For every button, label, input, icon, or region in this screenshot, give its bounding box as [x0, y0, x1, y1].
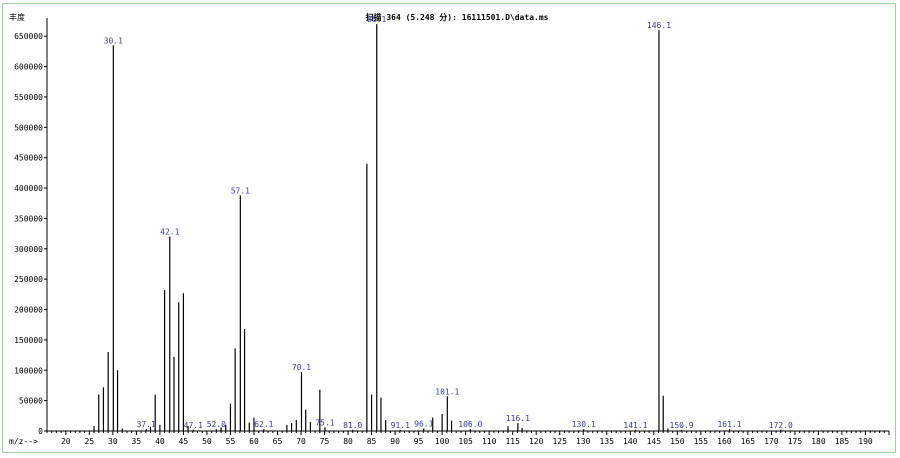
peak-label: 130.1	[572, 420, 596, 429]
y-tick-label: 250000	[14, 275, 43, 284]
peak-label: 47.1	[184, 421, 203, 430]
peak-label: 62.1	[254, 420, 273, 429]
x-tick-label: 25	[85, 437, 95, 446]
y-tick-label: 400000	[14, 184, 43, 193]
x-tick-label: 150	[670, 437, 685, 446]
x-tick-label: 115	[505, 437, 520, 446]
x-tick-label: 70	[296, 437, 306, 446]
x-tick-label: 85	[367, 437, 377, 446]
x-tick-label: 65	[273, 437, 283, 446]
y-tick-label: 350000	[14, 214, 43, 223]
mass-spectrum-chart: 扫描 364 (5.248 分): 16111501.D\data.ms 丰度 …	[9, 12, 890, 446]
peak-label: 42.1	[160, 228, 179, 237]
y-tick-label: 550000	[14, 93, 43, 102]
y-axis-label: 丰度	[9, 12, 25, 22]
peak-label: 116.1	[506, 414, 530, 423]
peak-label: 141.1	[623, 421, 647, 430]
y-ticks: 0 50000 100000 150000 200000 250000 300000 3500…	[14, 32, 47, 436]
x-tick-label: 75	[320, 437, 330, 446]
x-tick-label: 180	[811, 437, 826, 446]
y-tick-label: 450000	[14, 154, 43, 163]
x-tick-label: 185	[835, 437, 850, 446]
peak-label: 150.9	[670, 421, 694, 430]
x-tick-label: 190	[858, 437, 873, 446]
x-tick-label: 30	[108, 437, 118, 446]
x-axis-label: m/z-->	[9, 437, 38, 446]
peak-label: 30.1	[104, 36, 123, 45]
x-tick-label: 110	[482, 437, 497, 446]
x-tick-label: 60	[249, 437, 259, 446]
y-tick-label: 200000	[14, 306, 43, 315]
x-tick-label: 135	[600, 437, 615, 446]
peak-bars	[93, 24, 782, 431]
x-tick-label: 90	[390, 437, 400, 446]
peak-label: 37.1	[137, 420, 156, 429]
x-tick-label: 95	[414, 437, 424, 446]
x-tick-label: 125	[552, 437, 567, 446]
x-tick-label: 120	[529, 437, 544, 446]
peak-label: 91.1	[391, 421, 410, 430]
peak-label: 86.1	[367, 15, 386, 24]
peak-label: 106.0	[458, 420, 482, 429]
peak-label: 70.1	[292, 363, 311, 372]
y-tick-label: 150000	[14, 336, 43, 345]
x-tick-label: 130	[576, 437, 591, 446]
x-ticks: 20 25 30 35 40 45 50 55 60 65 70 75 80 85 90 95 100 105 11…	[46, 431, 890, 446]
y-tick-label: 650000	[14, 32, 43, 41]
peak-label: 52.0	[207, 420, 226, 429]
x-tick-label: 155	[694, 437, 709, 446]
peak-label: 172.0	[769, 421, 793, 430]
y-tick-label: 50000	[19, 397, 43, 406]
peak-label: 161.1	[717, 420, 741, 429]
peak-label: 146.1	[647, 21, 671, 30]
x-tick-label: 80	[343, 437, 353, 446]
peak-label: 96.1	[414, 420, 433, 429]
peak-label: 81.0	[343, 421, 362, 430]
peak-label: 57.1	[231, 186, 250, 195]
y-tick-label: 100000	[14, 366, 43, 375]
x-tick-label: 55	[226, 437, 236, 446]
y-tick-label: 500000	[14, 123, 43, 132]
x-tick-label: 160	[717, 437, 732, 446]
peak-labels: 30.1 37.1 42.1 47.1 52.0 57.1 62.1 70.1 75.1 81.0…	[104, 15, 793, 430]
x-tick-label: 105	[458, 437, 473, 446]
x-tick-label: 140	[623, 437, 638, 446]
chart-frame: 扫描 364 (5.248 分): 16111501.D\data.ms 丰度 …	[2, 3, 896, 453]
y-tick-label: 600000	[14, 63, 43, 72]
x-tick-label: 45	[179, 437, 189, 446]
peak-label: 101.1	[435, 387, 459, 396]
x-tick-label: 50	[202, 437, 212, 446]
x-tick-label: 35	[132, 437, 142, 446]
chart-title: 扫描 364 (5.248 分): 16111501.D\data.ms	[366, 12, 549, 22]
x-tick-label: 170	[764, 437, 779, 446]
x-tick-label: 175	[788, 437, 803, 446]
y-tick-label: 300000	[14, 245, 43, 254]
y-tick-label: 0	[38, 427, 43, 436]
x-tick-label: 100	[435, 437, 450, 446]
x-tick-label: 40	[155, 437, 165, 446]
peak-label: 75.1	[315, 418, 334, 427]
x-tick-label: 165	[741, 437, 756, 446]
x-tick-label: 20	[61, 437, 71, 446]
x-tick-label: 145	[647, 437, 662, 446]
